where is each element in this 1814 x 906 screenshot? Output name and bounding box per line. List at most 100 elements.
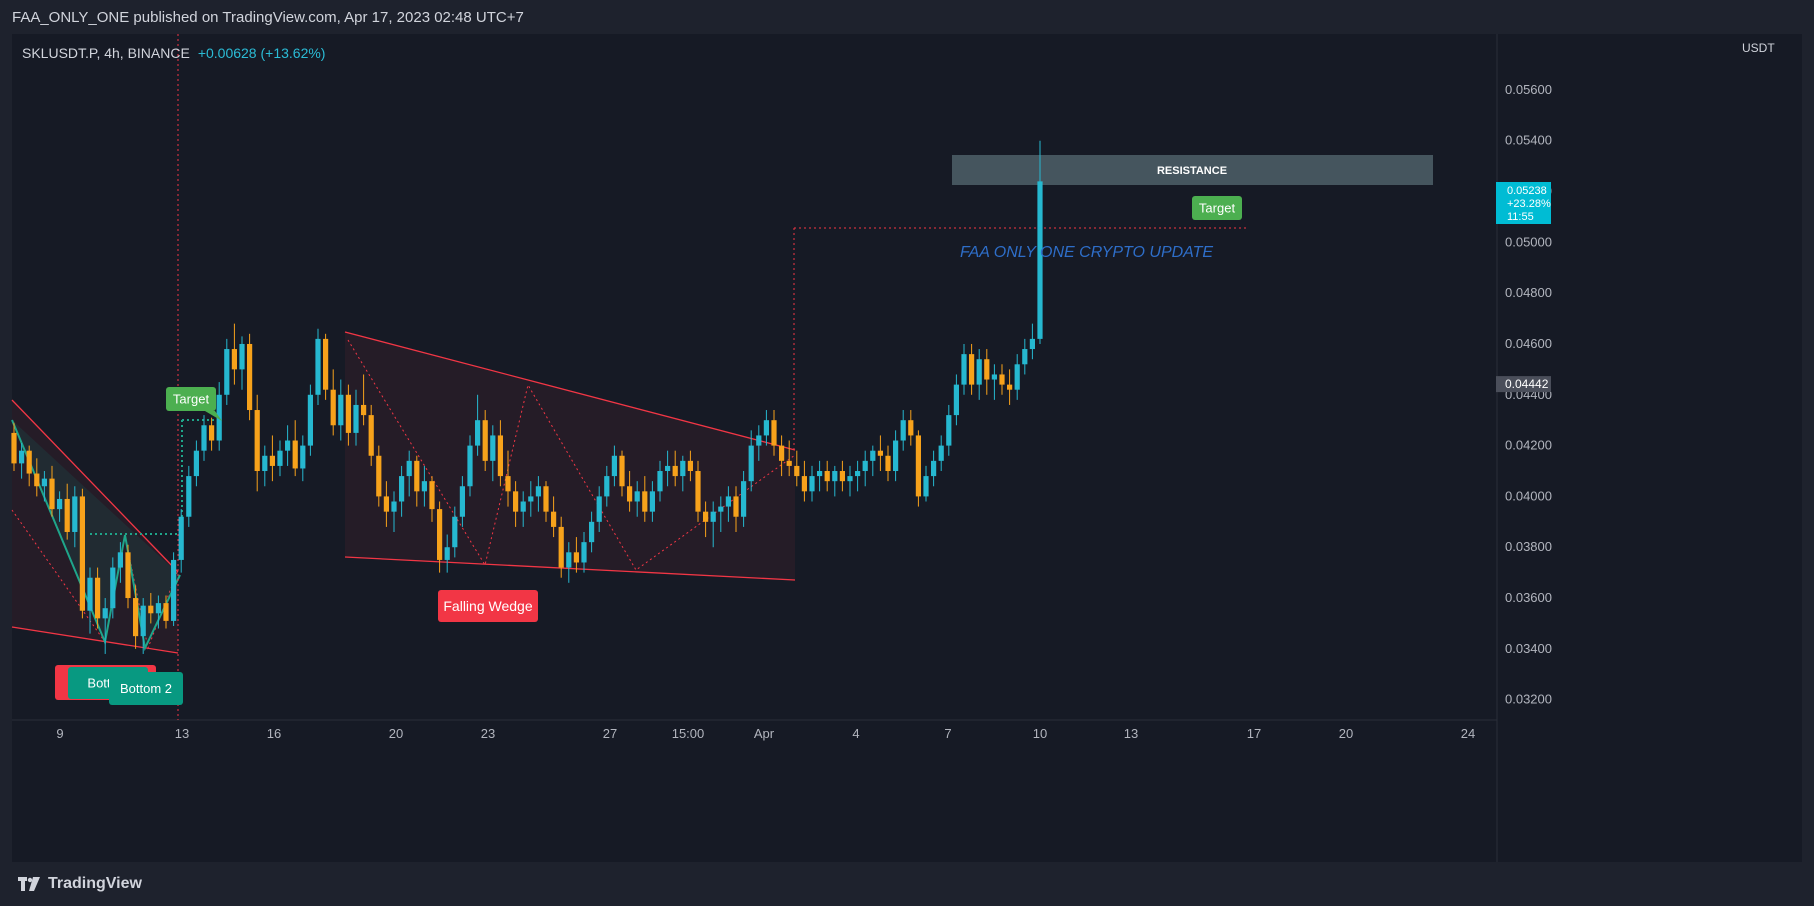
candle[interactable] bbox=[718, 496, 724, 532]
candle[interactable] bbox=[809, 465, 815, 502]
candle[interactable] bbox=[171, 552, 177, 626]
candle[interactable] bbox=[391, 491, 397, 532]
falling-wedge-label-bg[interactable] bbox=[438, 590, 538, 622]
candle[interactable] bbox=[437, 501, 443, 573]
candle[interactable] bbox=[573, 537, 579, 573]
candle[interactable] bbox=[155, 595, 161, 629]
footer-brand[interactable]: TradingView bbox=[48, 875, 142, 892]
candle[interactable] bbox=[239, 336, 245, 390]
candle[interactable] bbox=[953, 374, 959, 426]
candle[interactable] bbox=[687, 450, 693, 482]
candle[interactable] bbox=[1022, 338, 1028, 375]
candle[interactable] bbox=[330, 369, 336, 436]
candle[interactable] bbox=[543, 481, 549, 522]
candle[interactable] bbox=[604, 465, 610, 507]
candle[interactable] bbox=[125, 544, 131, 609]
candle[interactable] bbox=[467, 435, 473, 497]
candle[interactable] bbox=[231, 323, 237, 385]
candle[interactable] bbox=[551, 496, 557, 538]
candle[interactable] bbox=[824, 460, 830, 492]
candle[interactable] bbox=[786, 440, 792, 477]
candle[interactable] bbox=[292, 420, 298, 477]
candle[interactable] bbox=[748, 430, 754, 492]
candle[interactable] bbox=[72, 486, 78, 548]
target-label-right-bg[interactable] bbox=[1192, 196, 1242, 220]
candle[interactable] bbox=[596, 486, 602, 532]
candle[interactable] bbox=[794, 450, 800, 487]
candle[interactable] bbox=[566, 542, 572, 583]
candle[interactable] bbox=[140, 598, 146, 654]
candle[interactable] bbox=[414, 455, 420, 507]
candle[interactable] bbox=[931, 450, 937, 487]
candle[interactable] bbox=[361, 374, 367, 426]
candle[interactable] bbox=[315, 328, 321, 405]
candle[interactable] bbox=[178, 509, 184, 573]
candle[interactable] bbox=[482, 410, 488, 472]
candle[interactable] bbox=[247, 333, 253, 421]
candle[interactable] bbox=[680, 455, 686, 492]
candle[interactable] bbox=[368, 404, 374, 466]
candle[interactable] bbox=[353, 389, 359, 446]
candle[interactable] bbox=[870, 445, 876, 477]
candle[interactable] bbox=[961, 343, 967, 395]
candle[interactable] bbox=[581, 531, 587, 573]
bottom-2-label-bg[interactable] bbox=[109, 672, 183, 705]
candle[interactable] bbox=[839, 460, 845, 492]
candle[interactable] bbox=[756, 425, 762, 461]
candle[interactable] bbox=[528, 481, 534, 517]
symbol-legend[interactable]: SKLUSDT.P, 4h, BINANCE +0.00628 (+13.62%… bbox=[22, 45, 325, 61]
candle[interactable] bbox=[193, 440, 199, 487]
candle[interactable] bbox=[938, 435, 944, 472]
candle[interactable] bbox=[87, 567, 93, 634]
candle[interactable] bbox=[893, 430, 899, 482]
candle[interactable] bbox=[627, 471, 633, 512]
candle[interactable] bbox=[57, 491, 63, 522]
symbol-name[interactable]: SKLUSDT.P, 4h, BINANCE bbox=[22, 45, 190, 61]
candle[interactable] bbox=[923, 465, 929, 502]
candle[interactable] bbox=[64, 483, 70, 540]
candle[interactable] bbox=[133, 585, 139, 649]
candle[interactable] bbox=[262, 445, 268, 487]
candle[interactable] bbox=[11, 422, 17, 472]
candle[interactable] bbox=[224, 338, 230, 405]
candle[interactable] bbox=[779, 435, 785, 477]
candle[interactable] bbox=[452, 506, 458, 558]
candle[interactable] bbox=[34, 458, 40, 497]
candle[interactable] bbox=[1007, 369, 1013, 405]
candle[interactable] bbox=[763, 410, 769, 446]
candle[interactable] bbox=[915, 430, 921, 507]
candle[interactable] bbox=[657, 460, 663, 502]
candle[interactable] bbox=[513, 481, 519, 527]
candle[interactable] bbox=[520, 491, 526, 527]
candle[interactable] bbox=[338, 379, 344, 441]
candle[interactable] bbox=[444, 534, 450, 573]
candle[interactable] bbox=[79, 488, 85, 619]
candle[interactable] bbox=[19, 443, 25, 479]
candle[interactable] bbox=[847, 465, 853, 497]
candle[interactable] bbox=[201, 415, 207, 461]
candle[interactable] bbox=[254, 394, 260, 492]
candle[interactable] bbox=[406, 450, 412, 497]
candle[interactable] bbox=[41, 471, 47, 502]
candle[interactable] bbox=[421, 465, 427, 507]
candle[interactable] bbox=[490, 425, 496, 482]
candle[interactable] bbox=[946, 404, 952, 456]
target-label-left-bg[interactable] bbox=[166, 387, 216, 411]
candle[interactable] bbox=[908, 410, 914, 446]
candle[interactable] bbox=[877, 435, 883, 472]
candle[interactable] bbox=[429, 476, 435, 522]
candle[interactable] bbox=[611, 445, 617, 487]
candle[interactable] bbox=[163, 595, 169, 629]
candle[interactable] bbox=[209, 417, 215, 451]
candle[interactable] bbox=[1029, 323, 1035, 360]
candle[interactable] bbox=[300, 435, 306, 482]
candle[interactable] bbox=[817, 460, 823, 492]
candle[interactable] bbox=[505, 450, 511, 507]
candle[interactable] bbox=[26, 445, 32, 487]
candle[interactable] bbox=[832, 465, 838, 497]
resistance-zone[interactable] bbox=[952, 155, 1433, 185]
candle[interactable] bbox=[345, 384, 351, 446]
candle[interactable] bbox=[497, 420, 503, 487]
candle[interactable] bbox=[459, 476, 465, 527]
